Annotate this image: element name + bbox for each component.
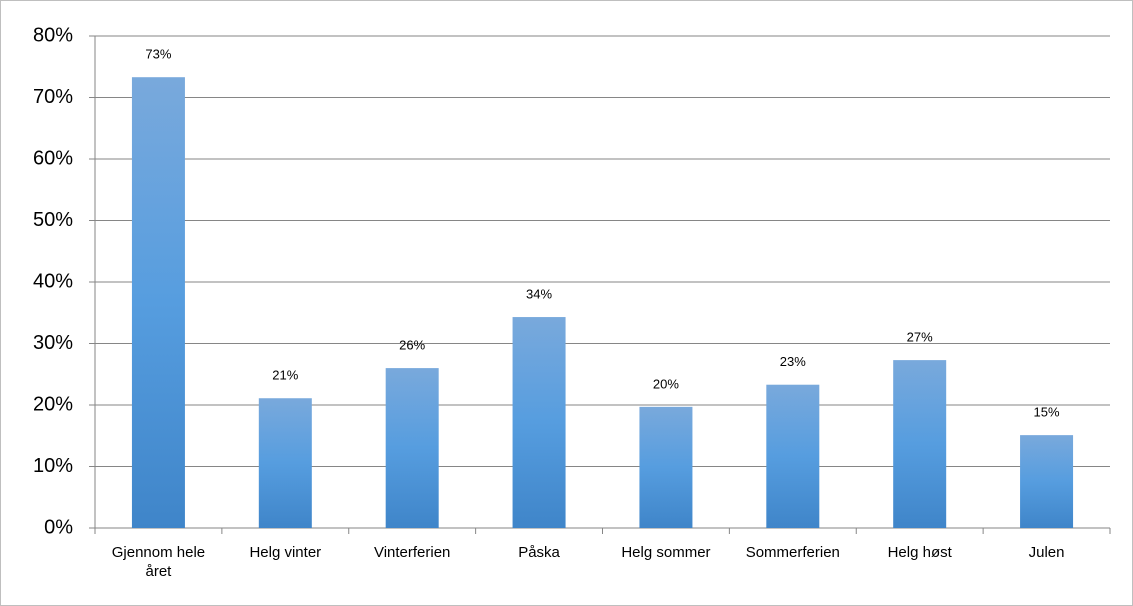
bar (639, 406, 693, 528)
bar (512, 317, 566, 528)
bar (893, 360, 947, 528)
y-tick-label: 50% (33, 209, 73, 231)
x-tick-label: Julen (1028, 544, 1065, 561)
data-label: 20% (653, 376, 679, 391)
x-tick-label: Sommerferien (745, 544, 840, 561)
x-tick-label: Gjennom hele året (111, 544, 206, 580)
data-label: 21% (272, 368, 298, 383)
bar (258, 398, 312, 528)
bar (385, 368, 439, 528)
y-tick-label: 20% (33, 393, 73, 415)
data-label: 26% (399, 338, 425, 353)
data-label: 27% (907, 330, 933, 345)
y-tick-label: 10% (33, 455, 73, 477)
x-tick-label: Vinterferien (373, 544, 451, 561)
y-tick-label: 60% (33, 147, 73, 169)
y-tick-label: 30% (33, 332, 73, 354)
bar (131, 77, 185, 528)
y-tick-label: 40% (33, 270, 73, 292)
data-label: 34% (526, 286, 552, 301)
bar (766, 384, 820, 528)
data-label: 23% (780, 354, 806, 369)
x-tick-label: Påska (518, 544, 560, 561)
y-tick-label: 70% (33, 86, 73, 108)
bar (1020, 435, 1074, 528)
y-tick-label: 0% (44, 516, 73, 538)
data-label: 73% (145, 47, 171, 62)
x-tick-label: Helg høst (887, 544, 952, 561)
y-tick-label: 80% (33, 24, 73, 46)
x-tick-label: Helg vinter (249, 544, 322, 561)
x-tick-label: Helg sommer (621, 544, 711, 561)
data-label: 15% (1034, 405, 1060, 420)
